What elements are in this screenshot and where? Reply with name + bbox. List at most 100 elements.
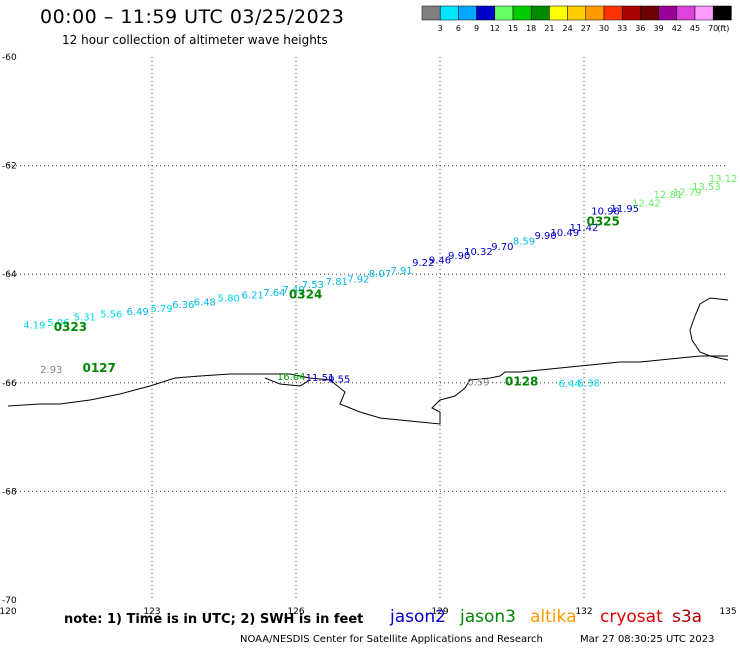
wave-height-label: 10.49 bbox=[550, 228, 579, 239]
x-tick-label: 132 bbox=[575, 607, 592, 617]
wave-height-label: 7.81 bbox=[326, 277, 348, 288]
wave-height-label: 10.98 bbox=[591, 206, 620, 217]
scale-tick-label: 9 bbox=[474, 24, 479, 33]
scale-swatch bbox=[530, 5, 550, 21]
wave-height-label: 0.59 bbox=[467, 378, 489, 389]
wave-height-label: 12.42 bbox=[632, 198, 661, 209]
scale-swatch bbox=[439, 5, 459, 21]
wave-height-label: 7.92 bbox=[347, 274, 369, 285]
scale-tick-label: 39 bbox=[654, 24, 664, 33]
y-tick-label: -64 bbox=[2, 270, 17, 280]
x-tick-label: 123 bbox=[143, 607, 160, 617]
wave-height-label: 13.53 bbox=[692, 182, 721, 193]
sat-altika: altika bbox=[530, 607, 577, 627]
scale-tick-label: 24 bbox=[563, 24, 573, 33]
scale-swatch bbox=[458, 5, 477, 21]
sat-jason2: jason2 bbox=[390, 607, 446, 627]
scale-swatch bbox=[567, 5, 587, 21]
scale-swatch bbox=[621, 5, 641, 21]
wave-height-label: 6.21 bbox=[242, 291, 264, 302]
scale-swatch bbox=[494, 5, 514, 21]
scale-swatch bbox=[640, 5, 659, 21]
wave-height-label: 12.81 bbox=[654, 190, 683, 201]
wave-height-label: 8.07 bbox=[369, 269, 391, 280]
scale-swatch bbox=[512, 5, 532, 21]
wave-height-label: 16.64 bbox=[277, 372, 306, 383]
scale-tick-label: 3 bbox=[438, 24, 443, 33]
scale-tick-label: 27 bbox=[581, 24, 591, 33]
wave-height-label: 5.79 bbox=[150, 304, 172, 315]
wave-height-label: 8.59 bbox=[513, 236, 535, 247]
wave-height-label: 4.19 bbox=[23, 321, 45, 332]
y-tick-label: -66 bbox=[2, 379, 17, 389]
wave-height-label: 6.44 bbox=[558, 379, 580, 390]
scale-swatch bbox=[476, 5, 496, 21]
wave-height-label: 7.64 bbox=[263, 288, 285, 299]
track-time-label: 0128 bbox=[505, 375, 538, 389]
scale-tick-label: 36 bbox=[635, 24, 645, 33]
wave-height-label: 7.53 bbox=[302, 280, 324, 291]
scale-tick-label: 6 bbox=[456, 24, 461, 33]
y-tick-label: -70 bbox=[2, 596, 17, 606]
coastline-east bbox=[689, 297, 729, 361]
wave-height-label: 9.22 bbox=[412, 258, 434, 269]
footer-note: note: 1) Time is in UTC; 2) SWH is in fe… bbox=[64, 612, 364, 627]
scale-swatch bbox=[549, 5, 568, 21]
scale-tick-label: 45 bbox=[690, 24, 700, 33]
wave-height-label: 9.90 bbox=[448, 251, 470, 262]
scale-swatch bbox=[712, 5, 732, 21]
y-tick-label: -68 bbox=[2, 487, 17, 497]
wave-height-label: 5.06 bbox=[47, 318, 69, 329]
scale-unit-label: (ft) bbox=[717, 24, 729, 33]
chart-subtitle: 12 hour collection of altimeter wave hei… bbox=[62, 33, 328, 47]
coastline bbox=[7, 355, 728, 425]
wave-height-label: 6.48 bbox=[194, 298, 216, 309]
scale-tick-label: 30 bbox=[599, 24, 609, 33]
x-tick-label: 129 bbox=[431, 607, 448, 617]
scale-swatch bbox=[603, 5, 623, 21]
coastline-inlet bbox=[264, 377, 311, 387]
y-tick-label: -62 bbox=[2, 162, 17, 172]
wave-height-label: 6.36 bbox=[172, 300, 194, 311]
scale-tick-label: 15 bbox=[508, 24, 518, 33]
wave-height-label: 7.91 bbox=[390, 266, 412, 277]
scale-tick-label: 18 bbox=[526, 24, 536, 33]
wave-height-label: 9.70 bbox=[491, 242, 513, 253]
wave-height-label: 7.49 bbox=[282, 285, 304, 296]
sat-cryosat: cryosat bbox=[600, 607, 663, 627]
scale-swatch bbox=[694, 5, 714, 21]
wave-height-label: 9.90 bbox=[534, 231, 556, 242]
wave-height-label: 11.95 bbox=[610, 204, 639, 215]
y-tick-label: -60 bbox=[2, 53, 17, 63]
track-time-label: 0324 bbox=[289, 288, 322, 302]
wave-height-label: 13.12 bbox=[709, 174, 738, 185]
wave-height-label: 2.93 bbox=[40, 365, 62, 376]
credit-text: NOAA/NESDIS Center for Satellite Applica… bbox=[240, 634, 543, 645]
wave-height-label: 11.42 bbox=[570, 223, 599, 234]
wave-height-label: 5.80 bbox=[218, 293, 240, 304]
wave-height-label: 5.56 bbox=[100, 310, 122, 321]
x-tick-label: 120 bbox=[0, 607, 17, 617]
wave-height-label: 10.32 bbox=[464, 247, 493, 258]
track-time-label: 0325 bbox=[586, 214, 619, 228]
scale-swatch bbox=[676, 5, 696, 21]
scale-swatch bbox=[658, 5, 678, 21]
wave-height-label: 5.38 bbox=[578, 379, 600, 390]
x-tick-label: 135 bbox=[719, 607, 736, 617]
sat-jason3: jason3 bbox=[460, 607, 516, 627]
chart-title: 00:00 – 11:59 UTC 03/25/2023 bbox=[40, 6, 345, 28]
wave-height-label: 6.49 bbox=[126, 307, 148, 318]
wave-height-label: 9.46 bbox=[429, 255, 451, 266]
scale-tick-label: 33 bbox=[617, 24, 627, 33]
scale-tick-label: 42 bbox=[672, 24, 682, 33]
wave-height-label: 9.55 bbox=[328, 374, 350, 385]
sat-s3a: s3a bbox=[672, 607, 703, 627]
scale-swatch bbox=[585, 5, 605, 21]
scale-swatch bbox=[421, 5, 441, 21]
wave-height-label: 12.79 bbox=[673, 187, 702, 198]
scale-tick-label: 12 bbox=[490, 24, 500, 33]
scale-tick-label: 70 bbox=[708, 24, 718, 33]
track-time-label: 0127 bbox=[82, 361, 115, 375]
timestamp-text: Mar 27 08:30:25 UTC 2023 bbox=[580, 634, 715, 645]
